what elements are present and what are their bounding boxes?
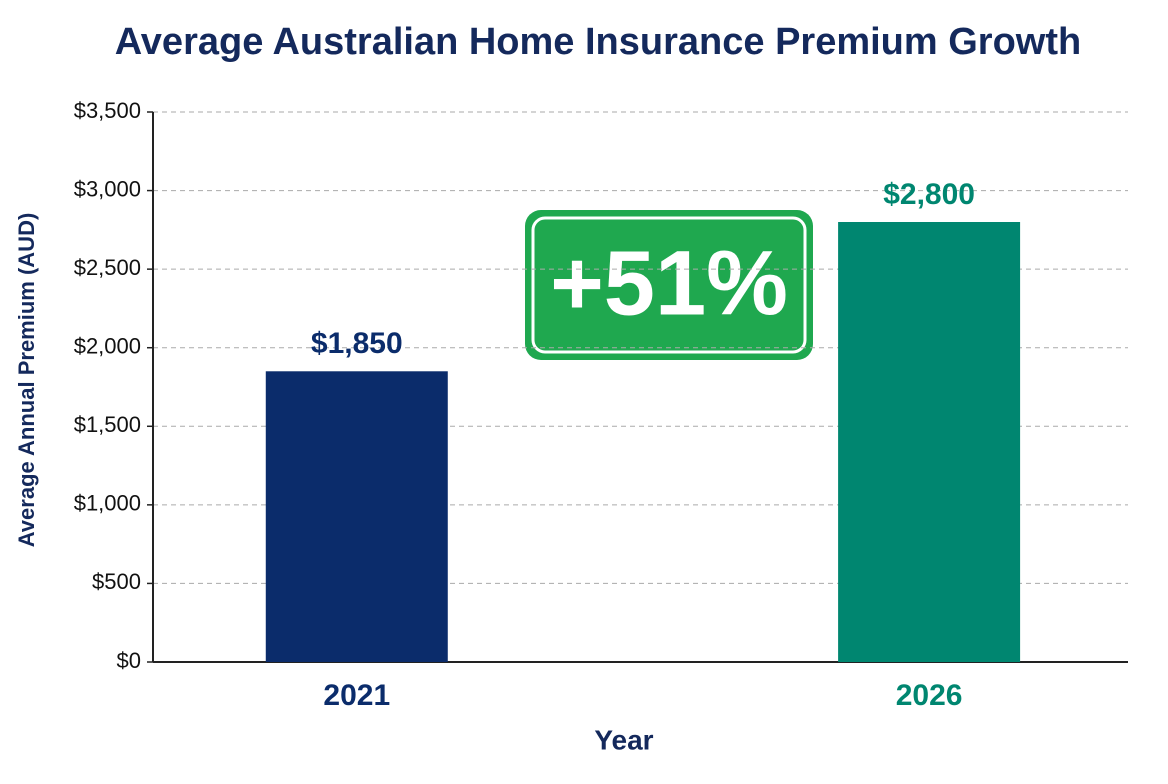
value-label: $2,800 <box>883 178 975 211</box>
chart-title: Average Australian Home Insurance Premiu… <box>115 21 1081 63</box>
annotation-badge: +51% <box>525 210 813 360</box>
y-tick-label: $3,500 <box>74 98 141 123</box>
y-tick-label: $1,000 <box>74 491 141 516</box>
value-label: $1,850 <box>311 327 403 360</box>
y-tick-label: $500 <box>92 569 141 594</box>
badge-background <box>525 210 813 360</box>
x-tick-label: 2026 <box>896 679 963 712</box>
y-tick-label: $0 <box>117 648 141 673</box>
y-axis-label: Average Annual Premium (AUD) <box>14 213 39 548</box>
y-tick-label: $2,000 <box>74 334 141 359</box>
y-tick-label: $3,000 <box>74 176 141 201</box>
x-tick-label: 2021 <box>323 679 390 712</box>
badge-border <box>531 216 807 354</box>
bar <box>265 371 448 662</box>
annotation: +51% <box>550 232 788 334</box>
y-tick-label: $1,500 <box>74 412 141 437</box>
y-tick-label: $2,500 <box>74 255 141 280</box>
bar <box>838 222 1021 662</box>
x-axis-label: Year <box>594 724 653 755</box>
